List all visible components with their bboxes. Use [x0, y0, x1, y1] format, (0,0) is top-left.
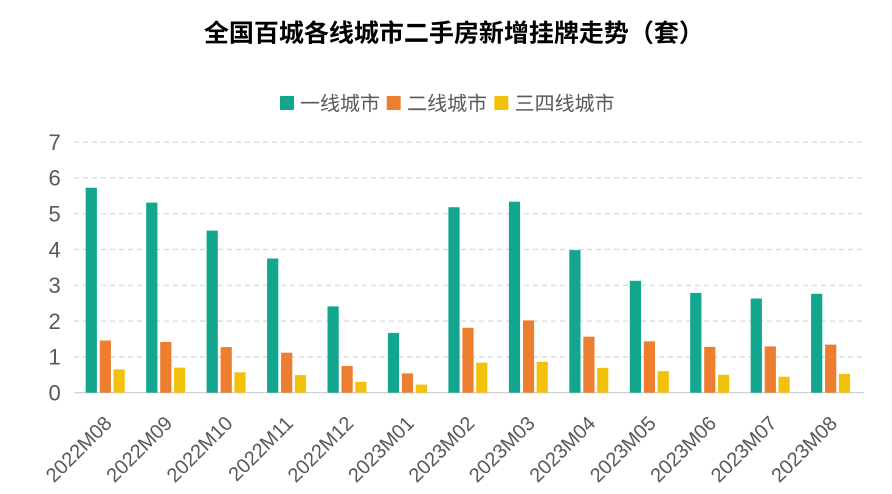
svg-text:0: 0 [49, 381, 61, 406]
svg-text:3: 3 [49, 273, 61, 298]
svg-text:1: 1 [49, 345, 61, 370]
svg-text:2: 2 [49, 309, 61, 334]
svg-text:4: 4 [49, 237, 61, 262]
svg-text:6: 6 [49, 166, 61, 191]
svg-text:5: 5 [49, 202, 61, 227]
svg-text:7: 7 [49, 130, 61, 155]
